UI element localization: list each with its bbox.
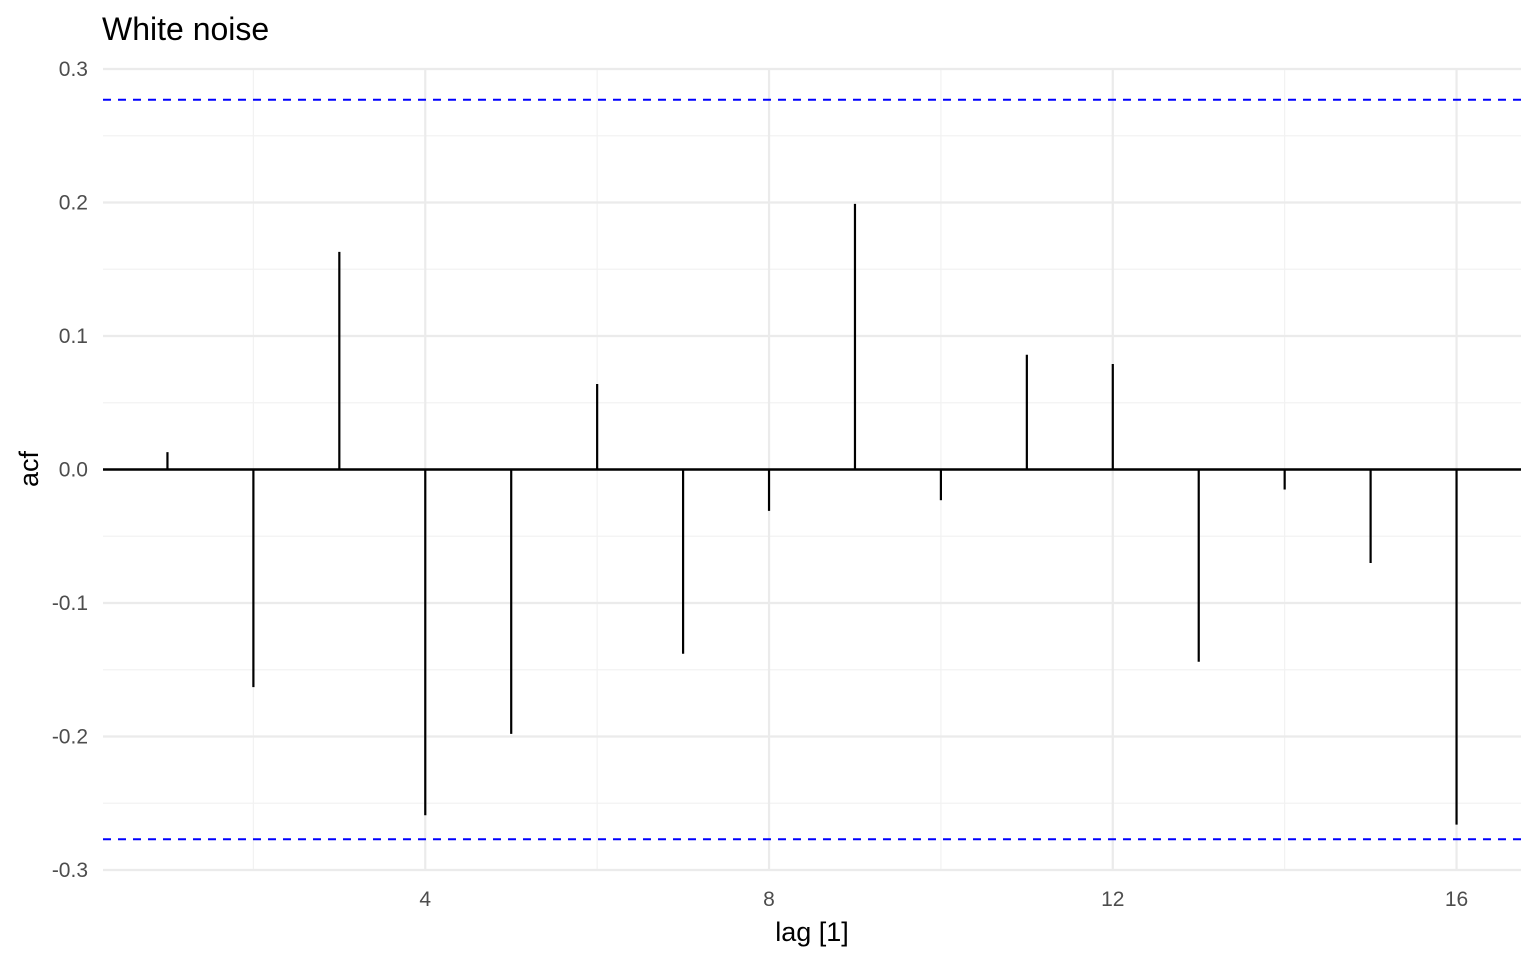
chart-title: White noise	[102, 11, 269, 47]
acf-bars	[166, 203, 1458, 825]
confidence-bounds	[103, 98, 1521, 841]
y-axis-ticks: -0.3 -0.2 -0.1 0.0 0.1 0.2 0.3	[52, 58, 88, 882]
y-tick-label: 0.3	[59, 58, 88, 81]
y-tick-label: -0.1	[52, 592, 88, 615]
y-tick-label: 0.2	[59, 192, 88, 215]
y-tick-label: -0.3	[52, 859, 88, 882]
y-axis-label: acf	[14, 450, 44, 487]
x-axis-ticks: 4 8 12 16	[419, 888, 1468, 911]
y-tick-label: 0.0	[59, 459, 88, 482]
x-tick-label: 12	[1101, 888, 1124, 911]
x-tick-label: 4	[419, 888, 431, 911]
x-tick-label: 16	[1445, 888, 1468, 911]
x-axis-label: lag [1]	[775, 917, 849, 947]
y-tick-label: -0.2	[52, 726, 88, 749]
x-tick-label: 8	[763, 888, 775, 911]
y-tick-label: 0.1	[59, 325, 88, 348]
